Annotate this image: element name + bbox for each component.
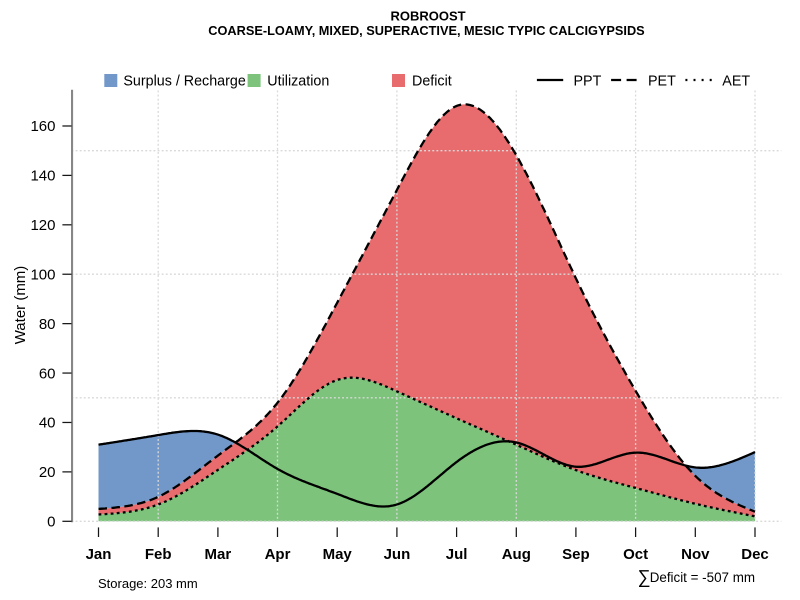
svg-text:May: May <box>323 546 353 563</box>
svg-text:40: 40 <box>39 415 56 432</box>
svg-text:Utilization: Utilization <box>267 74 329 90</box>
svg-text:Storage: 203 mm: Storage: 203 mm <box>98 576 198 591</box>
svg-text:Deficit: Deficit <box>412 74 452 90</box>
svg-text:ROBROOST: ROBROOST <box>390 9 465 24</box>
svg-text:Jun: Jun <box>384 546 411 563</box>
svg-text:COARSE-LOAMY, MIXED, SUPERACTI: COARSE-LOAMY, MIXED, SUPERACTIVE, MESIC … <box>208 23 644 38</box>
svg-text:Mar: Mar <box>205 546 232 563</box>
svg-text:60: 60 <box>39 365 56 382</box>
svg-text:PET: PET <box>648 74 676 90</box>
svg-text:120: 120 <box>30 217 55 234</box>
svg-text:Sep: Sep <box>562 546 590 563</box>
svg-text:Dec: Dec <box>741 546 769 563</box>
svg-text:160: 160 <box>30 118 55 135</box>
svg-text:Water (mm): Water (mm) <box>12 266 29 345</box>
svg-text:Jan: Jan <box>86 546 112 563</box>
svg-text:20: 20 <box>39 464 56 481</box>
svg-text:Apr: Apr <box>265 546 291 563</box>
svg-text:PPT: PPT <box>574 74 602 90</box>
svg-text:∑: ∑ <box>638 566 651 587</box>
svg-text:Oct: Oct <box>623 546 648 563</box>
svg-text:AET: AET <box>722 74 750 90</box>
svg-text:Aug: Aug <box>502 546 531 563</box>
svg-text:Feb: Feb <box>145 546 172 563</box>
svg-text:Jul: Jul <box>446 546 468 563</box>
svg-text:Deficit = -507 mm: Deficit = -507 mm <box>650 570 755 585</box>
svg-text:140: 140 <box>30 168 55 185</box>
svg-text:80: 80 <box>39 316 56 333</box>
svg-text:100: 100 <box>30 266 55 283</box>
svg-text:Nov: Nov <box>681 546 710 563</box>
svg-text:Surplus / Recharge: Surplus / Recharge <box>123 74 245 90</box>
svg-text:0: 0 <box>47 514 55 531</box>
